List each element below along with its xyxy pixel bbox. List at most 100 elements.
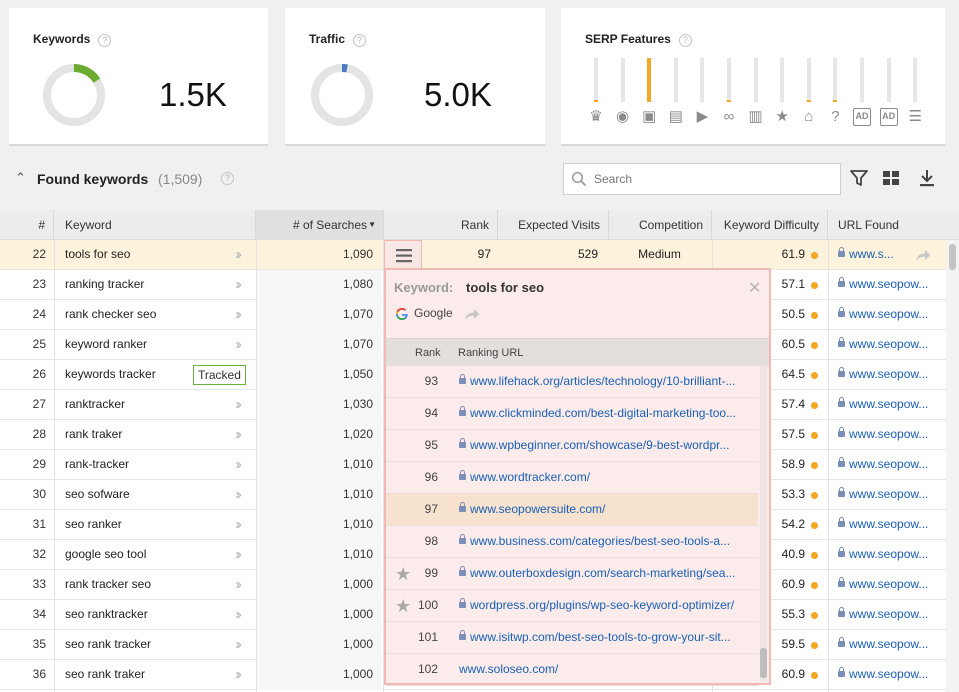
double-chevron-right-icon[interactable]: ›› bbox=[235, 576, 242, 593]
star-icon[interactable]: ★ bbox=[395, 596, 412, 616]
double-chevron-right-icon[interactable]: ›› bbox=[235, 666, 242, 683]
difficulty-dot-icon bbox=[811, 582, 818, 589]
double-chevron-right-icon[interactable]: ›› bbox=[235, 276, 242, 293]
ranking-url-link[interactable]: www.wpbeginner.com/showcase/9-best-wordp… bbox=[459, 430, 749, 461]
help-icon[interactable]: ? bbox=[353, 34, 367, 47]
traffic-title-text: Traffic bbox=[309, 32, 346, 46]
double-chevron-right-icon[interactable]: ›› bbox=[235, 516, 242, 533]
share-icon[interactable] bbox=[914, 247, 932, 263]
ranking-urls-popup: Keyword: tools for seo ✕ Google Rank Ran… bbox=[384, 268, 771, 686]
url-found-link[interactable]: www.seopow... bbox=[838, 270, 958, 300]
ranking-url-link[interactable]: www.business.com/categories/best-seo-too… bbox=[459, 526, 749, 557]
double-chevron-right-icon[interactable]: ›› bbox=[235, 306, 242, 323]
double-chevron-right-icon[interactable]: ›› bbox=[235, 636, 242, 653]
ranking-url-row[interactable]: 102 www.soloseo.com/ bbox=[386, 654, 758, 686]
popup-scrollbar[interactable] bbox=[760, 366, 767, 681]
double-chevron-right-icon[interactable]: ›› bbox=[235, 246, 242, 263]
download-icon[interactable] bbox=[916, 167, 938, 189]
search-box[interactable] bbox=[563, 163, 841, 195]
url-found-link[interactable]: www.s... bbox=[838, 240, 958, 270]
ranking-url-link[interactable]: www.soloseo.com/ bbox=[459, 654, 749, 685]
double-chevron-right-icon[interactable]: ›› bbox=[235, 336, 242, 353]
double-chevron-right-icon[interactable]: ›› bbox=[235, 396, 242, 413]
ranking-url-link[interactable]: www.isitwp.com/best-seo-tools-to-grow-yo… bbox=[459, 622, 749, 653]
url-found-link[interactable]: www.seopow... bbox=[838, 360, 958, 390]
search-input[interactable] bbox=[594, 170, 834, 188]
ranking-url-link[interactable]: www.seopowersuite.com/ bbox=[459, 494, 749, 525]
ranking-url-row[interactable]: 101 www.isitwp.com/best-seo-tools-to-grow… bbox=[386, 622, 758, 654]
ranking-url-row[interactable]: 96 www.wordtracker.com/ bbox=[386, 462, 758, 494]
ranking-url-row[interactable]: 93 www.lifehack.org/articles/technology/1… bbox=[386, 366, 758, 398]
double-chevron-right-icon[interactable]: ›› bbox=[235, 456, 242, 473]
ranking-url-link[interactable]: www.wordtracker.com/ bbox=[459, 462, 749, 493]
url-text: www.seopow... bbox=[849, 667, 929, 681]
keywords-card-title: Keywords? bbox=[33, 32, 112, 47]
share-icon[interactable] bbox=[463, 306, 481, 322]
url-found-link[interactable]: www.seopow... bbox=[838, 300, 958, 330]
col-header-num[interactable]: # bbox=[0, 210, 54, 240]
section-count: (1,509) bbox=[158, 171, 203, 187]
keywords-donut-fill bbox=[43, 64, 105, 126]
col-header-visits[interactable]: Expected Visits bbox=[498, 210, 609, 240]
search-engine-name: Google bbox=[414, 306, 453, 320]
popup-col-rank[interactable]: Rank bbox=[415, 347, 441, 359]
ranking-url-row[interactable]: 94 www.clickminded.com/best-digital-marke… bbox=[386, 398, 758, 430]
help-icon[interactable]: ? bbox=[678, 34, 692, 47]
url-found-link[interactable]: www.seopow... bbox=[838, 420, 958, 450]
page-scrollbar[interactable] bbox=[946, 240, 959, 692]
col-header-kd[interactable]: Keyword Difficulty bbox=[712, 210, 828, 240]
ranking-url-link[interactable]: wordpress.org/plugins/wp-seo-keyword-opt… bbox=[459, 590, 749, 621]
double-chevron-right-icon[interactable]: ›› bbox=[235, 426, 242, 443]
help-icon[interactable]: ? bbox=[98, 34, 112, 47]
ranking-position: 96 bbox=[424, 470, 438, 484]
ranking-url-link[interactable]: www.lifehack.org/articles/technology/10-… bbox=[459, 366, 749, 397]
hamburger-icon bbox=[396, 249, 412, 263]
ranking-url-link[interactable]: www.outerboxdesign.com/search-marketing/… bbox=[459, 558, 749, 589]
double-chevron-right-icon[interactable]: ›› bbox=[235, 486, 242, 503]
popup-scrollbar-thumb[interactable] bbox=[760, 648, 767, 678]
col-header-url[interactable]: URL Found bbox=[838, 218, 899, 232]
lock-icon bbox=[459, 534, 466, 544]
serp-features-card: SERP Features? ♛ ◉ ▣ ▤ ▶ ∞ ▥ ★ ⌂? AD AD ☰ bbox=[561, 8, 945, 146]
ranking-url-link[interactable]: www.clickminded.com/best-digital-marketi… bbox=[459, 398, 749, 429]
col-header-rank[interactable]: Rank bbox=[384, 210, 498, 240]
url-found-link[interactable]: www.seopow... bbox=[838, 330, 958, 360]
close-icon[interactable]: ✕ bbox=[748, 280, 762, 297]
double-chevron-right-icon[interactable]: ›› bbox=[235, 606, 242, 623]
tracked-badge[interactable]: Tracked bbox=[193, 365, 246, 385]
url-found-link[interactable]: www.seopow... bbox=[838, 390, 958, 420]
ranking-url-row[interactable]: 97 www.seopowersuite.com/ bbox=[386, 494, 758, 526]
url-found-link[interactable]: www.seopow... bbox=[838, 540, 958, 570]
ranking-url-row[interactable]: 95 www.wpbeginner.com/showcase/9-best-wor… bbox=[386, 430, 758, 462]
searches-cell: 1,010 bbox=[256, 540, 382, 570]
url-found-link[interactable]: www.seopow... bbox=[838, 480, 958, 510]
collapse-chevron-icon[interactable]: ⌃ bbox=[15, 170, 26, 185]
url-found-link[interactable]: www.seopow... bbox=[838, 660, 958, 690]
url-found-link[interactable]: www.seopow... bbox=[838, 630, 958, 660]
layout-grid-icon[interactable] bbox=[880, 167, 902, 189]
ranking-url-row[interactable]: 98 www.business.com/categories/best-seo-t… bbox=[386, 526, 758, 558]
video-play-icon: ▶ bbox=[696, 108, 709, 125]
serp-card-title: SERP Features? bbox=[585, 32, 692, 47]
ranking-url-row[interactable]: ★ 100 wordpress.org/plugins/wp-seo-keyword… bbox=[386, 590, 758, 622]
double-chevron-right-icon[interactable]: ›› bbox=[235, 546, 242, 563]
keyword-cell: tools for seo bbox=[65, 247, 131, 261]
searches-cell: 1,010 bbox=[256, 510, 382, 540]
url-found-link[interactable]: www.seopow... bbox=[838, 450, 958, 480]
col-header-searches[interactable]: # of Searches ▼ bbox=[256, 210, 384, 240]
popup-col-url[interactable]: Ranking URL bbox=[458, 347, 524, 359]
url-found-link[interactable]: www.seopow... bbox=[838, 570, 958, 600]
col-header-competition[interactable]: Competition bbox=[609, 210, 712, 240]
row-number: 34 bbox=[32, 607, 46, 621]
table-row[interactable]: 22 tools for seo ›› 1,090 97 529 Medium 61.9 www… bbox=[0, 240, 959, 270]
row-menu-button[interactable] bbox=[384, 240, 422, 270]
star-icon[interactable]: ★ bbox=[395, 564, 412, 584]
ranking-url-row[interactable]: ★ 99 www.outerboxdesign.com/search-marketi… bbox=[386, 558, 758, 590]
filter-icon[interactable] bbox=[848, 167, 870, 189]
url-found-link[interactable]: www.seopow... bbox=[838, 600, 958, 630]
url-found-link[interactable]: www.seopow... bbox=[838, 510, 958, 540]
ranking-position: 93 bbox=[424, 374, 438, 388]
col-header-keyword[interactable]: Keyword bbox=[54, 210, 256, 240]
page-scrollbar-thumb[interactable] bbox=[949, 244, 956, 270]
help-icon[interactable]: ? bbox=[221, 172, 234, 185]
